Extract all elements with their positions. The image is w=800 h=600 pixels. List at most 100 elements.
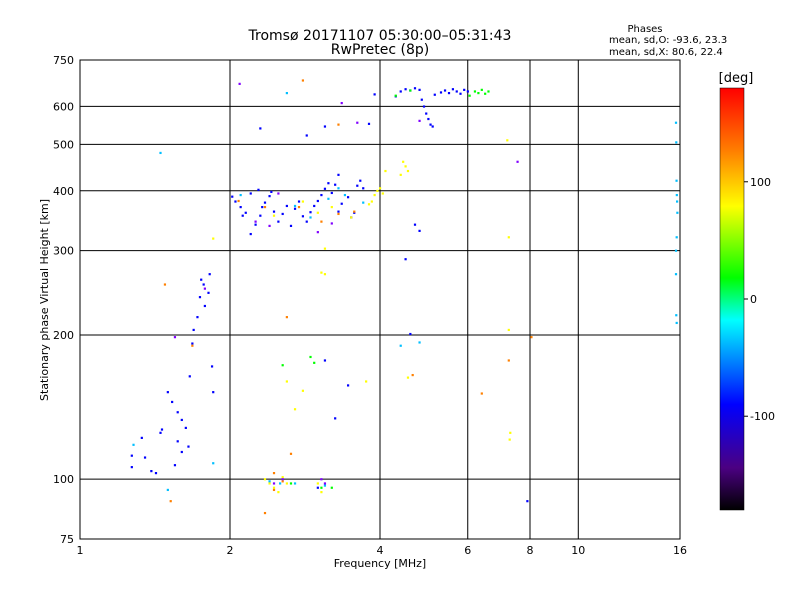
data-point <box>261 205 264 209</box>
data-point <box>506 139 509 142</box>
data-point <box>238 82 241 85</box>
data-point <box>327 182 330 185</box>
x-tick-label: 8 <box>527 544 534 557</box>
data-point <box>394 94 397 97</box>
data-point <box>508 438 511 441</box>
data-point <box>231 195 234 198</box>
data-point <box>418 88 421 91</box>
data-point <box>487 90 490 93</box>
data-point <box>413 87 417 90</box>
data-point <box>272 214 276 217</box>
data-point <box>337 210 340 213</box>
data-point <box>293 482 297 485</box>
data-point <box>176 411 179 414</box>
data-point <box>257 188 260 191</box>
data-point <box>337 123 340 126</box>
data-point <box>346 384 350 387</box>
data-point <box>130 466 133 469</box>
data-point <box>443 89 447 92</box>
data-point <box>353 210 356 213</box>
y-tick-label: 750 <box>53 54 74 67</box>
data-point <box>507 359 510 362</box>
data-point <box>203 287 206 290</box>
data-point <box>191 342 194 345</box>
data-point <box>402 160 405 163</box>
data-point <box>484 92 487 95</box>
data-point <box>301 389 305 392</box>
y-tick-label: 75 <box>60 533 74 546</box>
y-tick-label: 300 <box>53 245 74 258</box>
info-line-o: mean, sd,O: -93.6, 23.3 <box>609 35 727 46</box>
data-point <box>451 88 455 91</box>
data-point <box>244 211 247 214</box>
data-point <box>305 134 308 137</box>
data-point <box>477 91 480 95</box>
data-point <box>507 236 510 239</box>
data-point <box>340 101 343 105</box>
data-point <box>323 247 327 250</box>
data-point <box>272 210 276 213</box>
data-point <box>198 296 202 299</box>
data-point <box>309 355 312 359</box>
y-tick-label: 500 <box>53 138 74 151</box>
data-point <box>293 408 297 411</box>
data-point <box>202 283 205 286</box>
chart-title-line2: RwPretec (8p) <box>331 42 429 58</box>
y-tick-label: 400 <box>53 185 74 198</box>
data-point <box>459 92 462 95</box>
data-point <box>334 183 337 186</box>
data-point <box>526 500 529 503</box>
data-point <box>343 193 347 197</box>
data-point <box>676 200 679 203</box>
data-point <box>293 204 297 208</box>
data-point <box>301 79 305 82</box>
data-point <box>427 117 430 121</box>
data-point <box>425 112 428 115</box>
data-point <box>169 500 172 503</box>
data-point <box>674 121 678 124</box>
data-point <box>316 211 319 214</box>
data-point <box>316 199 319 203</box>
data-point <box>362 201 365 204</box>
y-tick-label: 200 <box>53 329 74 342</box>
data-point <box>263 478 267 481</box>
data-point <box>346 196 350 199</box>
data-point <box>320 486 323 489</box>
data-point <box>237 199 240 203</box>
data-point <box>384 169 387 173</box>
data-point <box>367 122 371 125</box>
colorbar <box>719 87 745 511</box>
data-point <box>320 478 323 481</box>
data-point <box>191 344 194 347</box>
data-point <box>413 223 417 226</box>
data-point <box>323 359 327 362</box>
data-point <box>277 491 280 494</box>
data-point <box>277 220 280 223</box>
data-point <box>180 450 183 454</box>
colorbar-tick-label: -100 <box>750 410 775 423</box>
data-point <box>422 105 426 108</box>
data-point <box>301 200 305 203</box>
data-point <box>320 193 323 197</box>
data-point <box>350 216 353 219</box>
data-point <box>200 278 203 281</box>
data-point <box>418 119 421 122</box>
data-point <box>159 431 162 434</box>
data-point <box>166 488 169 492</box>
data-point <box>166 391 169 394</box>
data-point <box>468 94 471 97</box>
data-point <box>301 215 305 218</box>
data-point <box>327 197 330 200</box>
x-tick-label: 4 <box>377 544 384 557</box>
data-point <box>154 472 158 475</box>
data-point <box>323 187 327 190</box>
data-point <box>675 193 678 197</box>
data-point <box>447 91 451 95</box>
info-line-x: mean, sd,X: 80.6, 22.4 <box>609 47 723 58</box>
data-point <box>272 482 276 485</box>
colorbar-label: [deg] <box>719 71 754 86</box>
data-point <box>399 90 402 93</box>
data-point <box>268 482 271 485</box>
data-point <box>160 428 164 431</box>
data-point <box>313 361 316 364</box>
